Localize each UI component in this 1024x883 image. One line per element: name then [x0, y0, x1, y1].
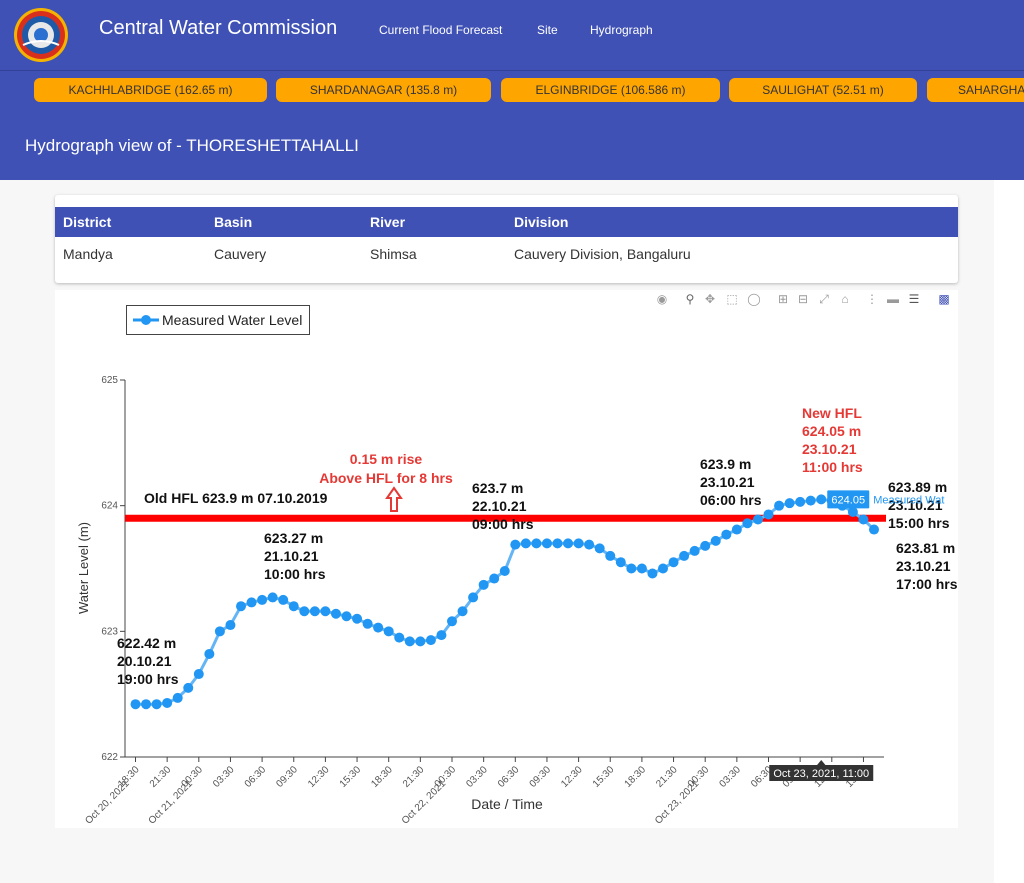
plotly-logo-icon[interactable]: ▩	[938, 292, 950, 306]
top-navbar: Central Water Commission Current Flood F…	[0, 0, 1024, 70]
cwc-logo-icon[interactable]	[13, 7, 69, 63]
header-basin: Basin	[214, 214, 253, 230]
box-select-icon[interactable]: ⬚	[726, 292, 738, 306]
reset-axes-icon[interactable]: ⌂	[841, 292, 849, 306]
spike-lines-icon[interactable]: ⋮	[866, 292, 878, 306]
nav-current-flood-forecast[interactable]: Current Flood Forecast	[379, 23, 503, 37]
pan-icon[interactable]: ✥	[704, 292, 716, 306]
hydrograph-card: ◉ ⚲ ✥ ⬚ ◯ ⊞ ⊟ ⤢ ⌂ ⋮ ▬ ☰ ▩ Measured Water…	[55, 290, 958, 828]
station-strip[interactable]: KACHHLABRIDGE (162.65 m) SHARDANAGAR (13…	[0, 70, 1024, 111]
hover-closest-icon[interactable]: ▬	[887, 292, 899, 306]
hover-compare-icon[interactable]: ☰	[908, 292, 920, 306]
info-table-header: District Basin River Division	[55, 207, 958, 237]
cell-basin: Cauvery	[214, 246, 267, 262]
zoom-icon[interactable]: ⚲	[685, 292, 695, 306]
legend-label: Measured Water Level	[162, 312, 303, 328]
nav-site[interactable]: Site	[537, 23, 558, 37]
autoscale-icon[interactable]: ⤢	[819, 292, 829, 306]
header-division: Division	[514, 214, 569, 230]
site-info-card: District Basin River Division Mandya Cau…	[55, 195, 958, 283]
nav-hydrograph[interactable]: Hydrograph	[590, 23, 653, 37]
title-band: Hydrograph view of - THORESHETTAHALLI	[0, 110, 1024, 180]
lasso-icon[interactable]: ◯	[747, 292, 761, 306]
header-river: River	[370, 214, 406, 230]
camera-icon[interactable]: ◉	[656, 292, 668, 306]
station-button[interactable]: ELGINBRIDGE (106.586 m)	[501, 78, 720, 102]
page-title: Hydrograph view of - THORESHETTAHALLI	[25, 136, 359, 155]
cell-river: Shimsa	[370, 246, 417, 262]
station-button[interactable]: SAHARGHAT	[927, 78, 1024, 102]
station-button[interactable]: KACHHLABRIDGE (162.65 m)	[34, 78, 267, 102]
brand-title[interactable]: Central Water Commission	[99, 17, 338, 39]
header-district: District	[63, 214, 112, 230]
zoom-out-icon[interactable]: ⊟	[797, 292, 809, 306]
cell-division: Cauvery Division, Bangaluru	[514, 246, 691, 262]
station-button[interactable]: SAULIGHAT (52.51 m)	[729, 78, 917, 102]
station-button[interactable]: SHARDANAGAR (135.8 m)	[276, 78, 491, 102]
zoom-in-icon[interactable]: ⊞	[777, 292, 789, 306]
legend-swatch-icon	[133, 315, 159, 325]
cell-district: Mandya	[63, 246, 113, 262]
chart-legend[interactable]: Measured Water Level	[126, 305, 310, 335]
